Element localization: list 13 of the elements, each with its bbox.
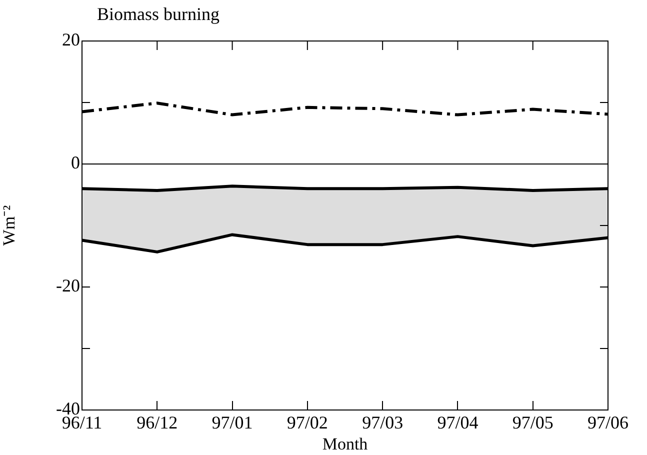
y-tick-label: 20	[62, 30, 80, 50]
y-tick-label: 0	[71, 152, 80, 173]
x-tick-label: 96/12	[136, 412, 178, 433]
x-tick-label: 97/05	[512, 412, 554, 433]
y-tick-label: -20	[56, 276, 80, 296]
chart-title: Biomass burning	[97, 4, 220, 25]
x-tick-label: 97/02	[286, 412, 328, 433]
x-axis-title: Month	[322, 434, 368, 454]
x-tick-label: 97/06	[587, 412, 629, 433]
y-axis-title: Wm⁻²	[0, 205, 19, 246]
x-tick-label: 97/04	[437, 412, 478, 433]
x-tick-label: 97/01	[212, 412, 253, 433]
x-tick-label: 97/03	[362, 412, 404, 433]
